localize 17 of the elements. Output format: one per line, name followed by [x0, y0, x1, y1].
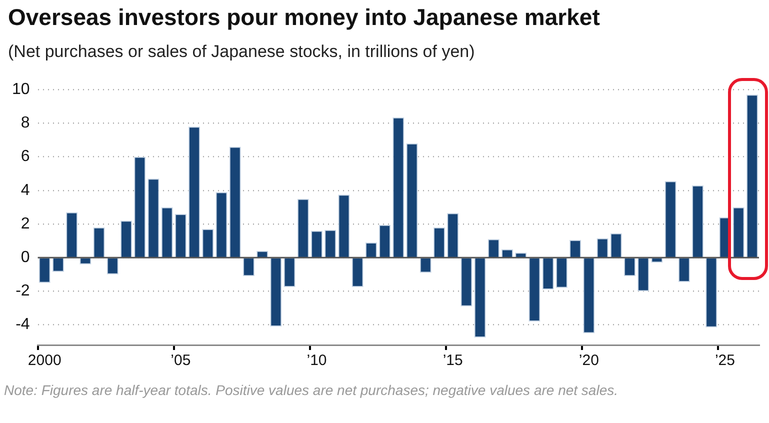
y-tick-label: 4: [20, 182, 30, 199]
y-tick-label: 2: [20, 215, 30, 232]
y-tick-label: 0: [20, 249, 30, 266]
x-tick-label: ’05: [170, 352, 191, 370]
x-tick-label: ’20: [578, 352, 599, 370]
y-tick-label: -2: [16, 282, 30, 300]
x-tick-label: ’15: [442, 352, 463, 370]
x-tick-label: 2000: [28, 352, 62, 370]
y-tick-label: -4: [16, 316, 30, 334]
x-tick-label: ’25: [714, 352, 735, 370]
y-tick-label: 6: [20, 148, 30, 166]
chart-subtitle: (Net purchases or sales of Japanese stocks, in trillions of yen): [8, 42, 475, 62]
text: Note: Figures are half-year totals. Positive values are net purchases; negative values are net sales.: [4, 382, 618, 398]
x-tick-label: ’10: [306, 352, 327, 370]
y-tick-label: 10: [12, 81, 30, 98]
y-tick-label: 8: [20, 114, 30, 132]
chart-title: Overseas investors pour money into Japanese market: [8, 4, 600, 31]
